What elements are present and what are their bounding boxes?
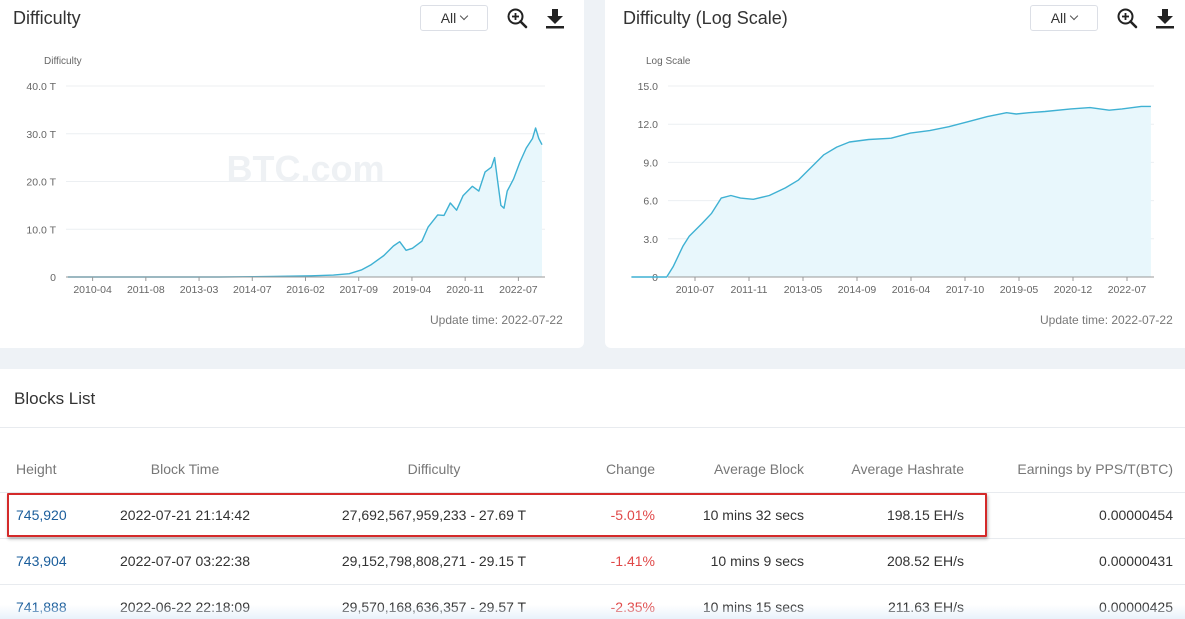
y-tick-label: 6.0 (643, 196, 658, 208)
x-tick-label: 2014-09 (838, 284, 877, 296)
series-area (67, 128, 543, 277)
table-row: 745,920 2022-07-21 21:14:42 27,692,567,9… (0, 492, 1185, 539)
series-line (67, 127, 543, 278)
blocks-table: Height Block Time Difficulty Change Aver… (0, 447, 1185, 619)
difficulty-log-chart-panel: Difficulty (Log Scale) All BTC.comLog Sc… (605, 0, 1185, 348)
x-tick-label: 2017-09 (339, 284, 378, 296)
zoom-in-icon[interactable] (1116, 7, 1138, 29)
y-axis-label: Log Scale (646, 56, 691, 67)
block-height-link[interactable]: 741,888 (16, 599, 67, 615)
change-value: -2.35% (593, 584, 655, 619)
difficulty-value: 29,152,798,808,271 - 29.15 T (275, 538, 593, 585)
range-select-value: All (1050, 10, 1067, 26)
y-tick-label: 10.0 T (26, 224, 56, 236)
block-time: 2022-06-22 22:18:09 (95, 584, 275, 619)
chart-title: Difficulty (Log Scale) (623, 8, 788, 28)
x-tick-label: 2011-08 (127, 284, 165, 296)
average-block-time: 10 mins 32 secs (655, 492, 804, 539)
zoom-in-icon[interactable] (506, 7, 528, 29)
x-tick-label: 2022-07 (1108, 284, 1147, 296)
earnings-value: 0.00000431 (964, 538, 1185, 585)
change-value: -1.41% (593, 538, 655, 585)
x-tick-label: 2022-07 (499, 284, 538, 296)
x-tick-label: 2010-04 (73, 284, 112, 296)
x-tick-label: 2020-12 (1054, 284, 1093, 296)
average-block-time: 10 mins 9 secs (655, 538, 804, 585)
x-tick-label: 2010-07 (676, 284, 715, 296)
x-tick-label: 2011-11 (731, 284, 768, 296)
y-tick-label: 20.0 T (26, 177, 56, 189)
x-tick-label: 2016-04 (892, 284, 931, 296)
y-tick-label: 30.0 T (26, 129, 56, 141)
chevron-down-icon (460, 11, 469, 21)
x-tick-label: 2017-10 (946, 284, 985, 296)
y-tick-label: 9.0 (643, 157, 658, 169)
divider (0, 427, 1185, 428)
block-height-link[interactable]: 743,904 (16, 553, 67, 569)
column-header-change[interactable]: Change (593, 447, 655, 493)
download-icon[interactable] (1154, 7, 1176, 29)
download-icon[interactable] (544, 7, 566, 29)
series-area (631, 106, 1151, 278)
y-tick-label: 40.0 T (26, 81, 56, 93)
difficulty-value: 29,570,168,636,357 - 29.57 T (275, 584, 593, 619)
block-height-link[interactable]: 745,920 (16, 507, 67, 523)
table-header-row: Height Block Time Difficulty Change Aver… (0, 447, 1185, 493)
x-tick-label: 2019-05 (1000, 284, 1039, 296)
y-tick-label: 0 (50, 272, 56, 284)
y-axis-label: Difficulty (44, 56, 82, 67)
blocks-list-panel: Blocks List Height Block Time Difficulty… (0, 369, 1185, 619)
y-tick-label: 12.0 (638, 119, 659, 131)
x-tick-label: 2013-05 (784, 284, 823, 296)
chevron-down-icon (1070, 11, 1079, 21)
column-header-block-time[interactable]: Block Time (95, 447, 275, 493)
y-tick-label: 0 (652, 272, 658, 284)
average-hashrate: 208.52 EH/s (804, 538, 964, 585)
update-time: Update time: 2022-07-22 (430, 313, 563, 327)
difficulty-value: 27,692,567,959,233 - 27.69 T (275, 492, 593, 539)
x-tick-label: 2013-03 (180, 284, 219, 296)
average-hashrate: 211.63 EH/s (804, 584, 964, 619)
blocks-list-title: Blocks List (14, 389, 96, 408)
range-select[interactable]: All (420, 5, 488, 31)
block-time: 2022-07-21 21:14:42 (95, 492, 275, 539)
earnings-value: 0.00000425 (964, 584, 1185, 619)
x-tick-label: 2019-04 (393, 284, 432, 296)
update-time: Update time: 2022-07-22 (1040, 313, 1173, 327)
x-tick-label: 2014-07 (233, 284, 272, 296)
range-select-value: All (440, 10, 457, 26)
block-time: 2022-07-07 03:22:38 (95, 538, 275, 585)
column-header-earnings[interactable]: Earnings by PPS/T(BTC) (964, 447, 1185, 493)
difficulty-chart-panel: Difficulty All BTC.com Difficulty 0 10.0 T 2… (0, 0, 584, 348)
earnings-value: 0.00000454 (964, 492, 1185, 539)
difficulty-chart[interactable]: BTC.com Difficulty 0 10.0 T 20.0 T 30.0 T 40.0… (0, 40, 584, 310)
column-header-difficulty[interactable]: Difficulty (275, 447, 593, 493)
table-row: 741,888 2022-06-22 22:18:09 29,570,168,6… (0, 584, 1185, 619)
column-header-average-block[interactable]: Average Block (655, 447, 804, 493)
table-row: 743,904 2022-07-07 03:22:38 29,152,798,8… (0, 538, 1185, 585)
average-block-time: 10 mins 15 secs (655, 584, 804, 619)
y-tick-label: 3.0 (643, 234, 658, 246)
difficulty-log-chart[interactable]: BTC.comLog Scale03.06.09.012.015.02010-0… (605, 40, 1185, 310)
series-line (631, 105, 1151, 278)
column-header-height[interactable]: Height (0, 447, 95, 493)
average-hashrate: 198.15 EH/s (804, 492, 964, 539)
y-tick-label: 15.0 (638, 81, 659, 93)
range-select[interactable]: All (1030, 5, 1098, 31)
chart-title: Difficulty (13, 8, 81, 28)
x-tick-label: 2020-11 (446, 284, 484, 296)
x-tick-label: 2016-02 (286, 284, 325, 296)
change-value: -5.01% (593, 492, 655, 539)
watermark: BTC.com (226, 148, 384, 189)
column-header-average-hashrate[interactable]: Average Hashrate (804, 447, 964, 493)
